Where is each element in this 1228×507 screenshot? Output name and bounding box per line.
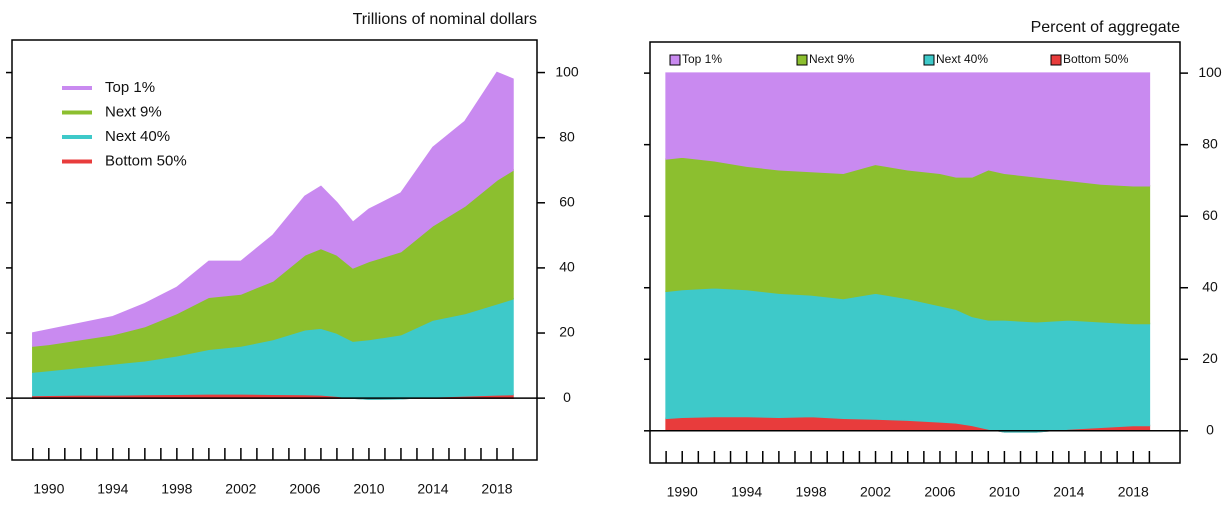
area <box>665 72 1151 187</box>
x-tick-label: 2010 <box>353 481 384 497</box>
x-tick-label: 2006 <box>289 481 320 497</box>
x-tick-label: 2014 <box>1053 484 1084 500</box>
y-tick-label: 80 <box>559 128 575 144</box>
y-tick-label: 100 <box>1198 64 1222 80</box>
x-tick-label: 2018 <box>481 481 512 497</box>
legend-label: Next 9% <box>809 52 855 66</box>
legend-swatch <box>1050 54 1062 66</box>
legend-swatch <box>796 54 808 66</box>
legend-label: Top 1% <box>682 52 722 66</box>
y-tick-label: 20 <box>1202 350 1218 366</box>
x-tick-label: 2002 <box>860 484 891 500</box>
y-tick-label: 20 <box>559 324 575 340</box>
x-tick-label: 1990 <box>33 481 64 497</box>
legend-label: Bottom 50% <box>1063 52 1129 66</box>
legend-label: Top 1% <box>105 79 155 96</box>
y-tick-label: 0 <box>563 389 571 405</box>
chart-title: Trillions of nominal dollars <box>353 11 537 28</box>
y-tick-label: 60 <box>1202 207 1218 223</box>
plot-frame <box>649 41 1181 464</box>
x-tick-label: 2014 <box>417 481 448 497</box>
y-tick-label: 40 <box>559 259 575 275</box>
legend-swatch <box>669 54 681 66</box>
x-tick-label: 1994 <box>731 484 762 500</box>
y-tick-label: 0 <box>1206 422 1214 438</box>
x-tick-label: 1990 <box>667 484 698 500</box>
x-tick-label: 2018 <box>1118 484 1149 500</box>
y-tick-label: 80 <box>1202 135 1218 151</box>
area <box>32 71 514 347</box>
x-tick-label: 2010 <box>989 484 1020 500</box>
y-tick-label: 100 <box>555 63 579 79</box>
plot-frame <box>11 39 538 461</box>
x-tick-label: 2002 <box>225 481 256 497</box>
legend-label: Next 9% <box>105 103 162 120</box>
legend-label: Bottom 50% <box>105 152 187 169</box>
x-tick-label: 1998 <box>796 484 827 500</box>
legend-label: Next 40% <box>936 52 988 66</box>
x-tick-label: 1994 <box>97 481 128 497</box>
legend-label: Next 40% <box>105 128 170 145</box>
y-tick-label: 40 <box>1202 278 1218 294</box>
chart-title: Percent of aggregate <box>1031 19 1181 36</box>
x-tick-label: 1998 <box>161 481 192 497</box>
legend-swatch <box>923 54 935 66</box>
x-tick-label: 2006 <box>924 484 955 500</box>
y-tick-label: 60 <box>559 193 575 209</box>
